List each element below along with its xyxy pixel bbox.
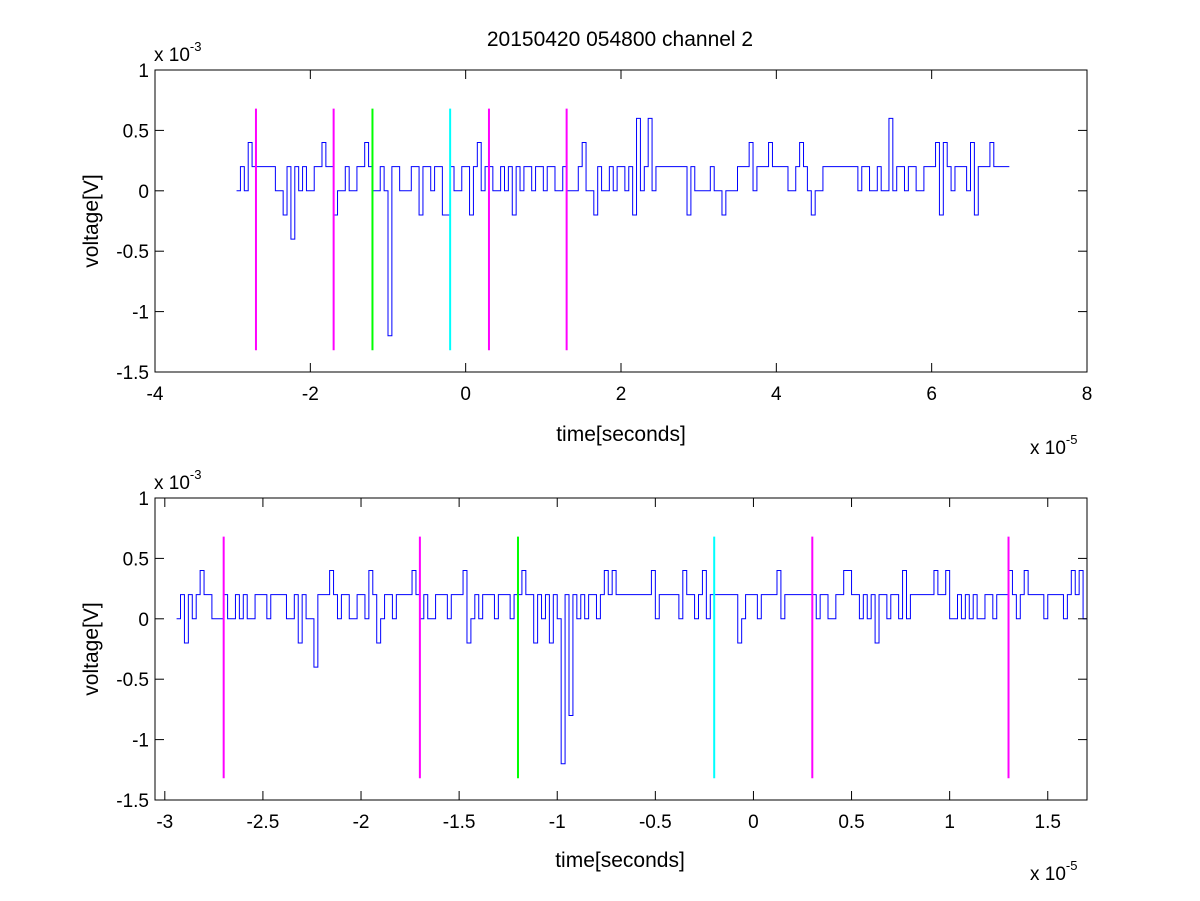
x-tick-label: 1: [944, 812, 955, 833]
x-tick-label: 6: [926, 384, 937, 405]
top-x-axis-label: time[seconds]: [556, 423, 686, 446]
y-tick-label: 1: [138, 61, 149, 82]
x-tick-label: 4: [771, 384, 782, 405]
chart-title: 20150420 054800 channel 2: [487, 28, 753, 51]
y-tick-label: -1.5: [116, 791, 149, 812]
bottom-x-scale-label: x 10-5: [1030, 858, 1077, 885]
x-tick-label: 0: [460, 384, 471, 405]
y-tick-label: -1: [132, 303, 149, 324]
x-tick-label: 8: [1082, 384, 1093, 405]
x-tick-label: 0.5: [838, 812, 864, 833]
top-axis-ticks: -4 -2 0 2 4 6 8 -1.5 -1 -0.5 0 0.5 1: [116, 61, 1092, 405]
top-x-scale-label: x 10-5: [1030, 432, 1077, 459]
bottom-axis-ticks: -3 -2.5 -2 -1.5 -1 -0.5 0 0.5 1 1.5 -1.5 -1 -0.5 0 0.5…: [116, 489, 1087, 833]
y-tick-label: 1: [138, 489, 149, 510]
top-y-axis-label: voltage[V]: [80, 174, 103, 267]
y-tick-label: 0.5: [123, 549, 149, 570]
signal-trace: [236, 117, 1010, 337]
x-tick-label: -2: [302, 384, 319, 405]
x-tick-label: -1: [549, 812, 566, 833]
bottom-y-axis-label: voltage[V]: [80, 602, 103, 695]
x-tick-label: -2.5: [247, 812, 280, 833]
y-tick-label: 0: [138, 610, 149, 631]
y-tick-label: 0.5: [123, 121, 149, 142]
x-tick-label: 0: [748, 812, 759, 833]
top-axes: -4 -2 0 2 4 6 8 -1.5 -1 -0.5 0 0.5 1 time[seconds] v…: [80, 39, 1092, 459]
y-tick-label: -0.5: [116, 670, 149, 691]
x-tick-label: 2: [616, 384, 627, 405]
top-plot-data: [236, 108, 1010, 351]
bottom-plot-data: [176, 536, 1088, 779]
bottom-axes: -3 -2.5 -2 -1.5 -1 -0.5 0 0.5 1 1.5 -1.5 -1 -0.5 0 0.5…: [80, 467, 1088, 885]
x-tick-label: -3: [156, 812, 173, 833]
bottom-y-scale-label: x 10-3: [154, 467, 201, 494]
y-tick-label: -1: [132, 731, 149, 752]
y-tick-label: -0.5: [116, 242, 149, 263]
bottom-axes-frame: [154, 497, 1088, 801]
y-tick-label: 0: [138, 182, 149, 203]
x-tick-label: -2: [353, 812, 370, 833]
bottom-x-axis-label: time[seconds]: [555, 849, 685, 872]
top-y-scale-label: x 10-3: [154, 39, 201, 66]
y-tick-label: -1.5: [116, 363, 149, 384]
x-tick-label: 1.5: [1035, 812, 1061, 833]
signal-trace: [176, 569, 1088, 765]
x-tick-label: -4: [147, 384, 164, 405]
x-tick-label: -0.5: [639, 812, 672, 833]
x-tick-label: -1.5: [443, 812, 476, 833]
